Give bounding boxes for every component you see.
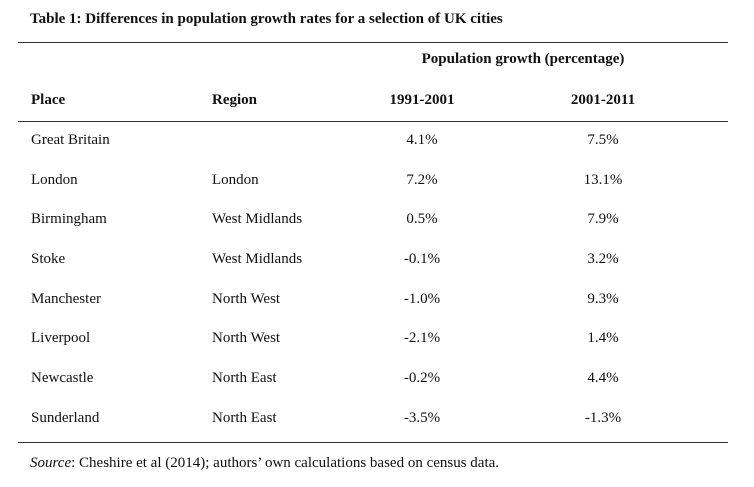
header-period1: 1991-2001 — [389, 92, 455, 108]
source-label: Source — [30, 455, 72, 471]
cell-growth-1991-2001: -0.2% — [403, 370, 441, 386]
cell-growth-2001-2011: 7.5% — [587, 132, 619, 148]
cell-growth-1991-2001: -2.1% — [403, 330, 441, 346]
cell-place: London — [31, 172, 78, 188]
cell-growth-2001-2011: 4.4% — [587, 370, 619, 386]
cell-place: Liverpool — [31, 330, 91, 346]
cell-growth-2001-2011: 1.4% — [587, 330, 619, 346]
cell-region: North East — [212, 370, 277, 386]
header-rule — [18, 121, 728, 122]
cell-region: North East — [212, 410, 277, 426]
group-header: Population growth (percentage) — [421, 51, 625, 67]
cell-place: Manchester — [31, 291, 101, 307]
cell-growth-1991-2001: 7.2% — [406, 172, 438, 188]
header-region: Region — [212, 92, 257, 108]
cell-place: Birmingham — [31, 211, 107, 227]
cell-growth-2001-2011: 7.9% — [587, 211, 619, 227]
cell-growth-1991-2001: -3.5% — [403, 410, 441, 426]
bottom-rule — [18, 442, 728, 443]
cell-growth-1991-2001: 4.1% — [406, 132, 438, 148]
cell-region: West Midlands — [212, 211, 303, 227]
cell-region: West Midlands — [212, 251, 303, 267]
cell-growth-1991-2001: -1.0% — [403, 291, 441, 307]
cell-growth-2001-2011: 9.3% — [587, 291, 619, 307]
cell-growth-1991-2001: 0.5% — [406, 211, 438, 227]
cell-region: North West — [212, 291, 281, 307]
cell-growth-1991-2001: -0.1% — [403, 251, 441, 267]
top-rule — [18, 42, 728, 43]
cell-place: Sunderland — [31, 410, 100, 426]
header-place: Place — [31, 92, 66, 108]
cell-growth-2001-2011: 3.2% — [587, 251, 619, 267]
cell-place: Newcastle — [31, 370, 94, 386]
cell-growth-2001-2011: -1.3% — [584, 410, 622, 426]
source-text: : Cheshire et al (2014); authors’ own ca… — [71, 455, 500, 471]
cell-region: North West — [212, 330, 281, 346]
cell-place: Stoke — [31, 251, 66, 267]
header-period2: 2001-2011 — [570, 92, 636, 108]
source-note: Source: Cheshire et al (2014); authors’ … — [30, 455, 499, 472]
cell-region: London — [212, 172, 259, 188]
table-caption: Table 1: Differences in population growt… — [30, 11, 503, 27]
cell-place: Great Britain — [31, 132, 110, 148]
cell-growth-2001-2011: 13.1% — [583, 172, 623, 188]
